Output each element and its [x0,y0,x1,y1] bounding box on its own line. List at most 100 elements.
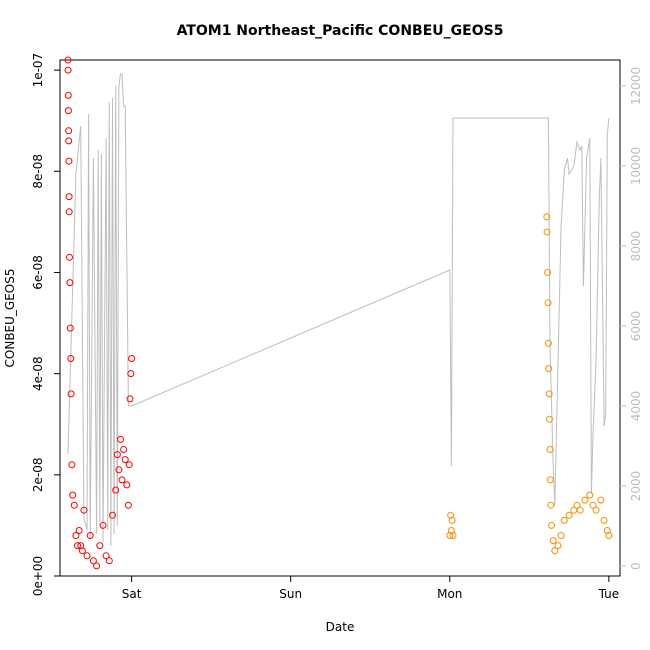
data-point [546,476,554,484]
data-point [597,496,605,504]
data-point [78,547,86,555]
data-point [448,516,456,524]
y-tick-label: 2e-08 [31,458,45,493]
data-point [65,208,73,216]
data-point [120,446,128,453]
data-point [70,501,78,509]
data-point [112,486,120,494]
data-point [547,501,555,509]
data-point [83,552,91,560]
data-point [74,542,81,550]
x-tick-label: Sat [122,587,142,601]
y2-tick-label: 2000 [629,471,643,502]
y2-tick-label: 10000 [629,147,643,185]
data-point [128,355,136,362]
data-point [447,527,455,534]
y-tick-label: 1e-07 [31,53,45,88]
data-point [554,542,562,550]
y-tick-label: 4e-08 [31,356,45,391]
y2-tick-label: 4000 [629,391,643,422]
y2-tick-label: 8000 [629,231,643,262]
x-tick-label: Sun [279,587,302,601]
data-point [86,532,94,539]
data-point [65,127,73,135]
data-point [66,324,74,332]
data-point [605,532,613,539]
data-point [105,557,113,565]
data-point [109,511,116,519]
data-point [68,461,76,469]
x-axis: Sat Sun Mon Tue [122,576,619,601]
data-point [551,547,559,555]
data-point [89,557,97,565]
data-point [67,355,75,362]
data-point [115,466,123,474]
data-point [565,511,573,519]
y-axis-label: CONBEU_GEOS5 [3,269,17,368]
plot-frame [59,59,621,577]
data-point [65,137,73,145]
data-point [64,107,72,115]
data-point [573,501,581,509]
y2-tick-label: 12000 [629,67,643,105]
data-point [113,451,121,459]
data-point [80,506,88,514]
x-tick-label: Mon [437,587,462,601]
data-point [589,501,597,509]
data-point [549,537,557,545]
data-point [544,339,552,347]
data-point [586,491,594,499]
data-point [581,496,589,504]
data-point [118,476,126,484]
data-point [543,228,551,236]
data-point [123,481,131,489]
chart-title: ATOM1 Northeast_Pacific CONBEU_GEOS5 [177,23,504,39]
data-point [99,521,107,529]
data-point [560,516,568,524]
altitude-line-layer [67,73,610,547]
data-point [66,279,74,287]
data-point [96,542,104,550]
data-point [65,157,73,165]
data-point [546,415,553,423]
data-point [72,532,80,539]
data-point [64,66,72,74]
data-point [557,532,565,539]
data-point [545,365,553,373]
data-point [600,516,608,524]
data-point [75,527,83,534]
data-point [64,56,72,64]
data-point [543,213,551,221]
altitude-line [67,73,610,547]
data-point [124,501,132,509]
data-point [449,532,457,539]
data-point [69,491,77,499]
data-point [446,532,454,539]
points-layer [64,56,613,570]
data-point [127,370,135,378]
data-point [125,461,133,469]
y-axis-left: 0e+00 2e-08 4e-08 6e-08 8e-08 1e-07 [31,53,60,596]
data-point [93,562,101,570]
data-point [545,390,553,398]
data-point [102,552,110,560]
data-point [121,456,129,464]
data-point [126,395,134,403]
y-axis-right: 0 2000 4000 6000 8000 10000 12000 [620,67,643,570]
data-point [592,506,600,514]
x-tick-label: Tue [598,587,620,601]
data-point [546,446,554,453]
y-tick-label: 6e-08 [31,255,45,290]
data-point [64,91,72,99]
data-point [544,299,552,307]
y2-tick-label: 6000 [629,311,643,342]
y-tick-label: 8e-08 [31,154,45,189]
x-axis-label: Date [326,620,355,634]
data-point [603,527,611,534]
data-point [117,435,124,443]
y-tick-label: 0e+00 [31,556,45,596]
data-point [548,521,556,529]
data-point [65,193,73,201]
data-point [66,253,73,261]
